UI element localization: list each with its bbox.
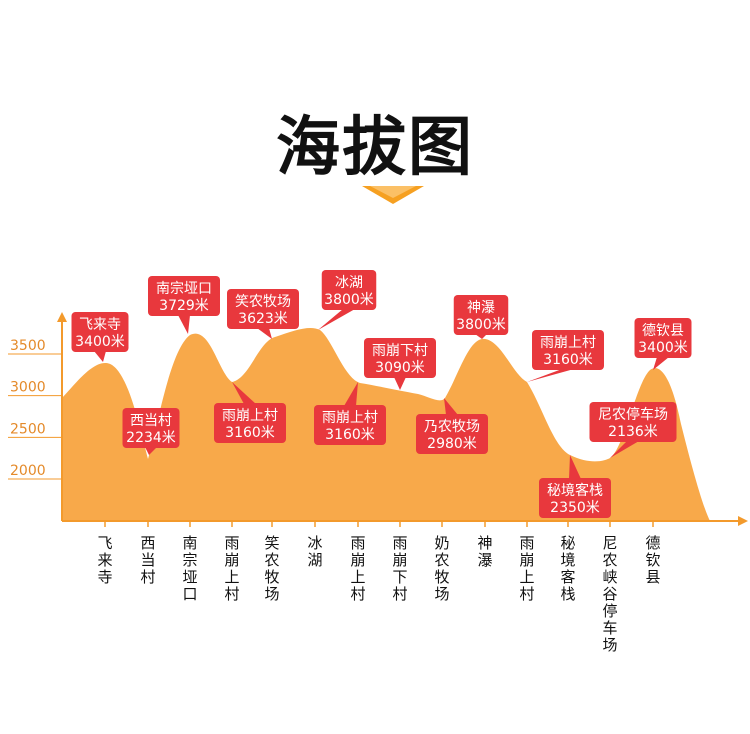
- label-name: 乃农牧场: [424, 419, 480, 435]
- label-pointer: [145, 447, 157, 455]
- label-value: 3800米: [324, 292, 374, 308]
- label-value: 3729米: [159, 298, 209, 314]
- label-box: [214, 403, 286, 443]
- label-pointer: [257, 328, 272, 339]
- label-value: 3160米: [325, 427, 375, 443]
- label-pointer: [475, 334, 487, 339]
- label-value: 3400米: [75, 334, 125, 350]
- label-name: 西当村: [130, 413, 172, 429]
- title-arrow-icon-light: [370, 186, 416, 198]
- label-value: 3160米: [543, 352, 593, 368]
- label-pointer: [318, 309, 355, 330]
- label-box: [453, 295, 509, 335]
- label-pointer: [653, 357, 669, 370]
- label-box: [532, 330, 604, 370]
- label-name: 冰湖: [335, 275, 363, 291]
- label-box: [416, 414, 488, 454]
- label-box: [227, 289, 299, 329]
- label-name: 神瀑: [467, 300, 495, 316]
- label-box: [634, 318, 692, 358]
- label-box: [364, 338, 436, 378]
- x-axis-arrow-icon: [738, 516, 748, 526]
- y-ticks: 2000 2500 3000 3500: [8, 338, 62, 480]
- category-label: 秘境客栈: [560, 534, 575, 603]
- y-tick-label: 3000: [10, 380, 46, 396]
- category-label: 雨崩上村: [224, 534, 239, 603]
- category-label: 雨崩下村: [392, 534, 407, 603]
- label-name: 雨崩上村: [540, 335, 596, 351]
- category-label: 尼农峡谷停车场: [602, 534, 617, 654]
- label-name: 尼农停车场: [598, 406, 668, 423]
- label-pointer: [344, 382, 358, 406]
- category-label: 雨崩上村: [519, 534, 534, 603]
- label-box: [321, 270, 377, 310]
- category-label: 冰湖: [307, 534, 322, 569]
- label-pointer: [527, 369, 574, 382]
- label-pointer: [394, 377, 406, 390]
- chart-title: 海拔图: [276, 111, 474, 185]
- label-value: 3623米: [238, 311, 288, 327]
- label-name: 笑农牧场: [235, 294, 291, 310]
- elevation-labels: 飞来寺3400米西当村2234米南宗垭口3729米雨崩上村3160米笑农牧场36…: [71, 270, 692, 518]
- label-pointer: [444, 398, 458, 415]
- category-label: 笑农牧场: [264, 534, 279, 603]
- y-tick-label: 2500: [10, 421, 46, 437]
- label-box: [539, 478, 611, 518]
- label-value: 2136米: [608, 424, 658, 440]
- label-box: [589, 402, 677, 442]
- label-box: [71, 312, 129, 352]
- label-value: 3090米: [375, 360, 425, 376]
- category-label: 奶农牧场: [434, 534, 449, 603]
- label-box: [122, 408, 180, 448]
- y-tick-label: 2000: [10, 463, 46, 479]
- label-name: 秘境客栈: [547, 482, 603, 499]
- label-box: [148, 276, 220, 316]
- label-name: 南宗垭口: [156, 281, 212, 297]
- category-label: 南宗垭口: [182, 534, 197, 603]
- category-label: 西当村: [140, 534, 155, 586]
- y-tick-label: 3500: [10, 338, 46, 354]
- label-pointer: [610, 441, 639, 458]
- category-label: 德钦县: [645, 534, 660, 586]
- label-name: 德钦县: [642, 323, 684, 339]
- label-pointer: [569, 455, 581, 479]
- label-name: 雨崩上村: [322, 410, 378, 426]
- category-label: 神瀑: [477, 534, 492, 569]
- category-labels: 飞来寺 西当村 南宗垭口 雨崩上村 笑农牧场 冰湖 雨崩上村 雨崩下村 奶农牧场 神瀑 雨崩上村 秘境…: [97, 521, 661, 654]
- label-pointer: [232, 382, 256, 404]
- label-pointer: [94, 351, 106, 362]
- label-value: 2350米: [550, 500, 600, 516]
- label-value: 2234米: [126, 430, 176, 446]
- label-name: 雨崩下村: [372, 343, 428, 359]
- label-value: 3160米: [225, 425, 275, 441]
- category-label: 雨崩上村: [350, 534, 365, 603]
- label-name: 飞来寺: [79, 317, 121, 333]
- label-value: 3400米: [638, 340, 688, 356]
- label-pointer: [178, 315, 190, 334]
- label-box: [314, 405, 386, 445]
- category-label: 飞来寺: [97, 534, 112, 586]
- label-name: 雨崩上村: [222, 408, 278, 424]
- label-value: 2980米: [427, 436, 477, 452]
- y-axis-arrow-icon: [57, 312, 67, 322]
- label-value: 3800米: [456, 317, 506, 333]
